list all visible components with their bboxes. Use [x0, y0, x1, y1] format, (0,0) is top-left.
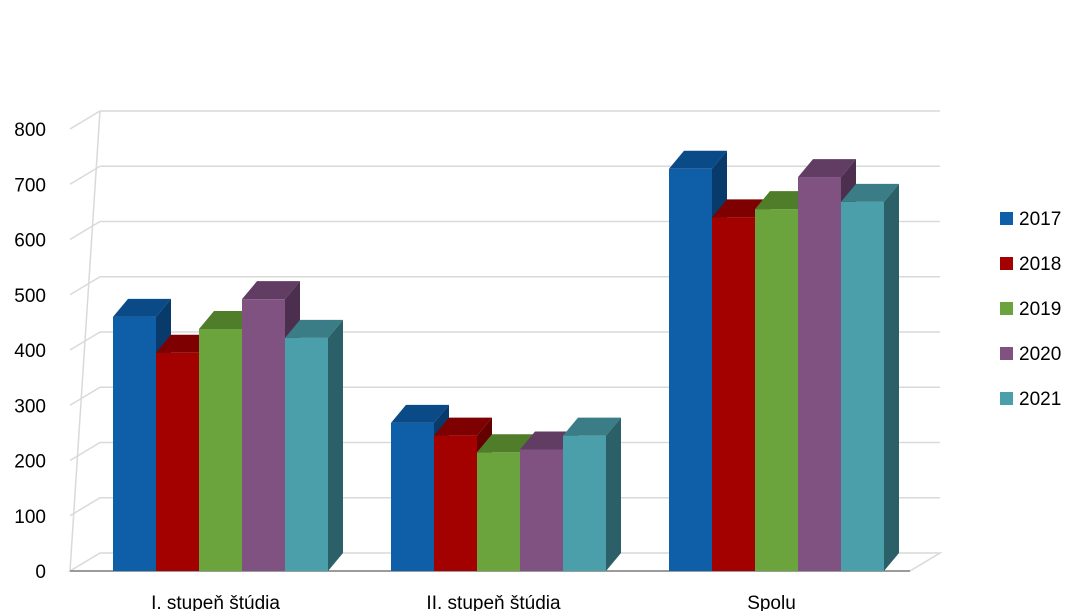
gridline-diagonal	[69, 110, 101, 130]
gridline-diagonal	[69, 386, 101, 406]
bar-front	[113, 316, 156, 571]
bar-side	[884, 183, 899, 571]
bar-front	[841, 201, 884, 571]
bar-front	[669, 168, 712, 571]
bar	[285, 319, 343, 571]
legend-label: 2018	[1019, 254, 1061, 275]
bar-top	[841, 183, 899, 202]
bar-top	[113, 298, 171, 317]
gridline-diagonal	[69, 220, 101, 241]
bar-front	[156, 352, 199, 571]
bar-top	[242, 281, 300, 300]
legend-swatch	[1000, 212, 1013, 225]
bar-top	[391, 404, 449, 423]
bar-front	[199, 329, 242, 571]
bar-top	[669, 150, 727, 169]
gridline-diagonal	[69, 497, 101, 517]
gridline-diagonal	[69, 165, 101, 185]
bar-front	[242, 299, 285, 571]
y-tick-label: 600	[14, 231, 46, 252]
legend-item: 2018	[1000, 254, 1061, 275]
y-tick-label: 800	[14, 120, 46, 141]
bar-front	[520, 449, 563, 571]
bar-front	[391, 422, 434, 571]
bar-top	[285, 319, 343, 338]
category-label: II. stupeň štúdia	[426, 593, 561, 611]
legend-swatch	[1000, 392, 1013, 405]
legend-swatch	[1000, 302, 1013, 315]
bar-top	[434, 417, 492, 436]
bar-front	[755, 209, 798, 572]
y-tick-label: 200	[14, 452, 46, 473]
y-tick-label: 400	[14, 341, 46, 362]
bar-front	[712, 217, 755, 571]
bar	[841, 183, 899, 571]
bar-front	[798, 177, 841, 571]
legend-swatch	[1000, 257, 1013, 270]
gridline-diagonal	[69, 331, 101, 351]
y-tick-label: 500	[14, 286, 46, 307]
legend-label: 2021	[1019, 389, 1061, 410]
legend-label: 2019	[1019, 299, 1061, 320]
bar-side	[606, 417, 621, 571]
category-label: I. stupeň štúdia	[151, 593, 280, 611]
gridline-diagonal	[69, 441, 101, 462]
bar-front	[477, 452, 520, 571]
bars	[113, 150, 899, 572]
bar-top	[563, 417, 621, 436]
y-tick-label: 100	[14, 507, 46, 528]
legend-label: 2017	[1019, 209, 1061, 230]
y-axis-ticks: 0 100 200 300 400 500 600 700 800	[14, 120, 46, 583]
bar-side	[328, 319, 343, 571]
legend-item: 2021	[1000, 389, 1061, 410]
legend-swatch	[1000, 347, 1013, 360]
legend-item: 2017	[1000, 209, 1061, 230]
bar	[712, 199, 770, 571]
category-label: Spolu	[747, 593, 796, 611]
bar-top	[798, 159, 856, 178]
bar-top	[477, 434, 535, 453]
y-tick-label: 700	[14, 175, 46, 196]
y-tick-label: 300	[14, 396, 46, 417]
legend-item: 2019	[1000, 299, 1061, 320]
legend-label: 2020	[1019, 344, 1061, 365]
bar-front	[285, 337, 328, 571]
gridline-diagonal	[69, 276, 101, 296]
x-axis-categories: I. stupeň štúdia II. stupeň štúdia Spolu	[151, 593, 796, 611]
y-tick-label: 0	[35, 562, 46, 583]
legend-item: 2020	[1000, 344, 1061, 365]
bar	[563, 417, 621, 571]
bar-front	[434, 435, 477, 571]
legend: 2017 2018 2019 2020 2021	[1000, 209, 1061, 410]
bar-front	[563, 435, 606, 571]
